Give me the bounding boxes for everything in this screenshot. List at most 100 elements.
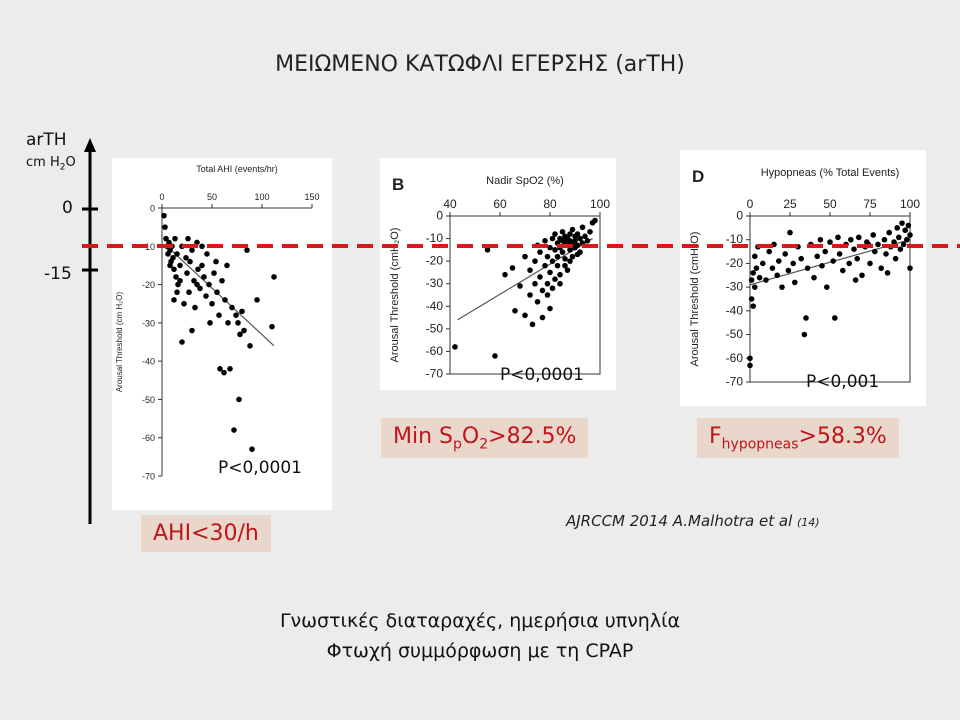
hyp-ytick-label-5: -50 (726, 327, 744, 341)
spo2-point-23 (547, 244, 553, 251)
ahi-point-20 (186, 289, 192, 296)
spo2-y-title: Arousal Threshold (cmH₂O) (389, 228, 401, 363)
ahi-point-24 (192, 304, 198, 311)
ahi-point-47 (231, 427, 237, 433)
ahi-point-62 (167, 262, 173, 269)
hyp-point-1 (747, 362, 753, 369)
ahi-point-11 (172, 235, 178, 242)
spo2-ytick-label-2: -20 (426, 254, 444, 268)
hyp-point-53 (872, 248, 878, 255)
hyp-point-11 (760, 260, 766, 267)
ahi-point-39 (217, 366, 223, 372)
spo2-point-6 (517, 283, 523, 289)
hyp-point-19 (782, 251, 788, 257)
hyp-point-67 (902, 227, 908, 234)
spo2-point-7 (522, 312, 528, 319)
hyp-point-61 (892, 255, 899, 262)
pvalue-ahi: P<0,0001 (218, 458, 302, 478)
hyp-point-31 (814, 253, 820, 260)
hyp-point-55 (878, 265, 884, 271)
hyp-point-21 (787, 229, 793, 236)
hyp-point-63 (896, 234, 902, 241)
slide-title: ΜΕΙΩΜΕΝΟ ΚΑΤΩΦΛΙ ΕΓΕΡΣΗΣ (arTH) (275, 52, 685, 77)
hyp-ytick-label-3: -30 (726, 280, 744, 294)
hyp-point-36 (827, 239, 833, 245)
ahi-point-51 (237, 331, 243, 338)
ahi-point-57 (254, 297, 260, 303)
hyp-point-24 (795, 244, 801, 250)
ahi-point-45 (227, 366, 233, 372)
spo2-ytick-label-0: 0 (436, 209, 443, 223)
ahi-point-9 (170, 254, 176, 261)
ahi-point-55 (247, 343, 253, 349)
hyp-point-59 (888, 244, 894, 250)
hyp-point-43 (846, 260, 852, 267)
hyp-xtick-label-1: 25 (783, 197, 797, 211)
threshold-box-spo2: Min SpO2>82.5% (381, 418, 589, 459)
hyp-ytick-label-2: -20 (726, 256, 744, 270)
spo2-point-70 (567, 258, 573, 264)
ahi-point-2 (163, 235, 169, 242)
ahi-point-30 (203, 293, 209, 299)
spo2-xtick-label-3: 100 (590, 197, 610, 211)
spo2-point-35 (557, 271, 563, 278)
spo2-point-15 (537, 274, 543, 280)
hyp-xtick-label-0: 0 (747, 197, 754, 211)
spo2-point-11 (529, 321, 536, 328)
hyp-ytick-label-7: -70 (726, 375, 744, 389)
ahi-trend-line (166, 245, 275, 347)
hyp-point-33 (819, 263, 825, 269)
hyp-point-42 (843, 241, 849, 248)
ahi-point-16 (179, 243, 185, 250)
hyp-point-22 (790, 260, 796, 267)
spo2-point-37 (559, 249, 566, 255)
spo2-point-67 (544, 292, 551, 298)
hyp-point-4 (750, 270, 756, 276)
ahi-point-68 (177, 277, 183, 284)
ahi-point-13 (174, 251, 180, 257)
ahi-point-19 (184, 270, 190, 276)
spo2-point-22 (547, 305, 553, 312)
spo2-point-18 (542, 262, 548, 269)
hyp-point-68 (904, 236, 910, 243)
ahi-point-18 (183, 254, 189, 261)
hyp-point-0 (747, 355, 753, 362)
main-axis-label-arth: arTH (26, 130, 67, 150)
panel-spo2: Nadir SpO2 (%) B 40 60 80 100 0 -10 -20 -30 -40 -50… (380, 158, 616, 390)
spo2-point-60 (582, 233, 588, 240)
ahi-point-10 (171, 266, 177, 273)
ahi-point-1 (162, 224, 168, 230)
hyp-point-41 (840, 267, 846, 274)
spo2-point-3 (502, 271, 508, 278)
spo2-point-53 (572, 238, 578, 244)
spo2-point-50 (569, 226, 576, 233)
hyp-point-69 (905, 222, 912, 229)
hyp-point-30 (811, 274, 817, 281)
ahi-ytick-label-6: -60 (142, 433, 155, 443)
ahi-point-29 (201, 274, 207, 280)
spo2-point-24 (547, 269, 553, 276)
spo2-point-19 (542, 238, 548, 244)
ahi-point-22 (189, 247, 195, 253)
spo2-xtick-label-2: 80 (543, 197, 557, 211)
spo2-point-66 (532, 280, 538, 287)
ahi-point-12 (173, 274, 179, 280)
spo2-point-62 (587, 229, 593, 235)
ahi-point-26 (195, 266, 201, 273)
spo2-point-8 (522, 253, 528, 260)
ahi-point-37 (214, 289, 220, 296)
hyp-point-27 (803, 315, 809, 321)
spo2-ytick-label-3: -30 (426, 276, 444, 290)
hyp-point-39 (835, 234, 841, 241)
ahi-point-23 (191, 277, 197, 284)
hyp-panel-letter: D (692, 167, 704, 186)
hyp-point-3 (748, 277, 755, 283)
spo2-point-21 (544, 253, 551, 260)
main-axis-tick-label-0: 0 (62, 198, 73, 218)
spo2-point-0 (452, 344, 458, 350)
hyp-point-32 (817, 236, 824, 243)
spo2-point-17 (539, 287, 546, 294)
hyp-point-64 (897, 246, 904, 252)
spo2-point-27 (552, 276, 558, 282)
hyp-point-71 (907, 265, 913, 271)
